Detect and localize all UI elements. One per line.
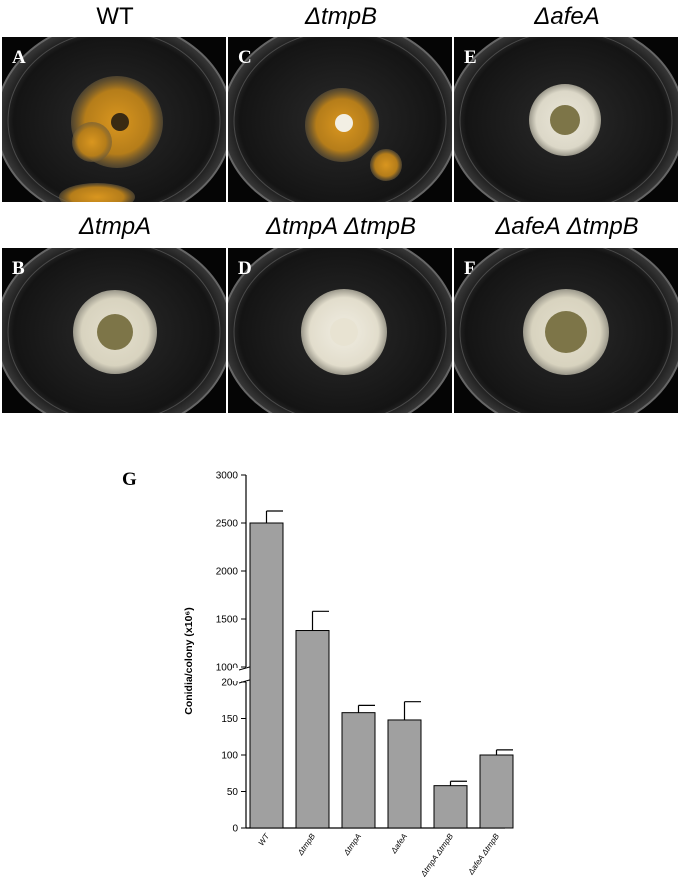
bar [479, 754, 514, 829]
petri-dish-photo [2, 248, 226, 413]
plate-panel-c: C [228, 37, 452, 202]
plate-panel-d: D [228, 248, 452, 413]
y-tick-label: 50 [227, 787, 239, 798]
plate-panel-f: F [454, 248, 678, 413]
petri-dish-photo [2, 37, 226, 202]
y-tick-label: 2500 [216, 519, 239, 530]
y-axis-label: Conidia/colony (x10⁶) [183, 607, 195, 715]
plate-panel-b: B [2, 248, 226, 413]
strain-label-wt: WT [96, 3, 134, 30]
y-tick-label: 3000 [216, 471, 239, 482]
y-tick-label: 2000 [216, 567, 239, 578]
category-label: ΔtmpB [295, 831, 317, 857]
strain-label-afea-tmpb: ΔafeA ΔtmpB [454, 213, 680, 241]
category-label: ΔafeA ΔtmpB [466, 831, 502, 877]
strain-label-tmpa-tmpb: ΔtmpA ΔtmpB [228, 213, 454, 241]
strain-label-tmpa-tmpb-text: ΔtmpA ΔtmpB [265, 213, 416, 240]
petri-dish-photo [228, 37, 452, 202]
petri-dish-photo [228, 248, 452, 413]
panel-letter: E [464, 47, 477, 68]
conidia-bar-chart: G Conidia/colony (x10⁶) 1000150020002500… [122, 469, 514, 879]
bar [341, 712, 376, 829]
petri-dish-photo [454, 37, 678, 202]
strain-label-tmpa: ΔtmpA [2, 213, 228, 241]
strain-label-tmpb-text: ΔtmpB [304, 3, 378, 30]
chart-bars [249, 510, 514, 829]
panel-letter: B [12, 258, 25, 279]
strain-label-afea-text: ΔafeA [534, 3, 600, 30]
category-label: WT [257, 831, 272, 847]
y-tick-label: 150 [221, 714, 238, 725]
category-label: ΔtmpA [341, 832, 363, 858]
category-label: ΔtmpA ΔtmpB [419, 831, 456, 878]
category-label: ΔafeA [389, 832, 409, 856]
y-tick-label: 0 [232, 824, 238, 835]
chart-category-labels: WT ΔtmpB ΔtmpA ΔafeA ΔtmpA ΔtmpB ΔafeA ΔtmpB [257, 831, 502, 879]
panel-letter: F [464, 258, 476, 279]
y-tick-label: 1500 [216, 615, 239, 626]
axis-break-gap [232, 668, 347, 681]
y-tick-label: 200 [221, 678, 238, 689]
bar [249, 522, 284, 829]
panel-letter: A [12, 47, 26, 68]
bar [387, 719, 422, 829]
panel-letter: D [238, 258, 252, 279]
bar [295, 630, 330, 829]
bar [433, 785, 468, 829]
strain-label-tmpa-text: ΔtmpA [78, 213, 152, 240]
plate-panel-a: A [2, 37, 226, 202]
y-tick-label: 1000 [216, 663, 239, 674]
petri-dish-photo [454, 248, 678, 413]
plate-panel-e: E [454, 37, 678, 202]
y-tick-label: 100 [221, 751, 238, 762]
strain-label-afea: ΔafeA [454, 3, 680, 31]
strain-label-tmpb: ΔtmpB [228, 3, 454, 31]
strain-label-afea-tmpb-text: ΔafeA ΔtmpB [495, 213, 639, 240]
panel-letter: C [238, 47, 252, 68]
chart-panel-letter: G [122, 469, 137, 490]
